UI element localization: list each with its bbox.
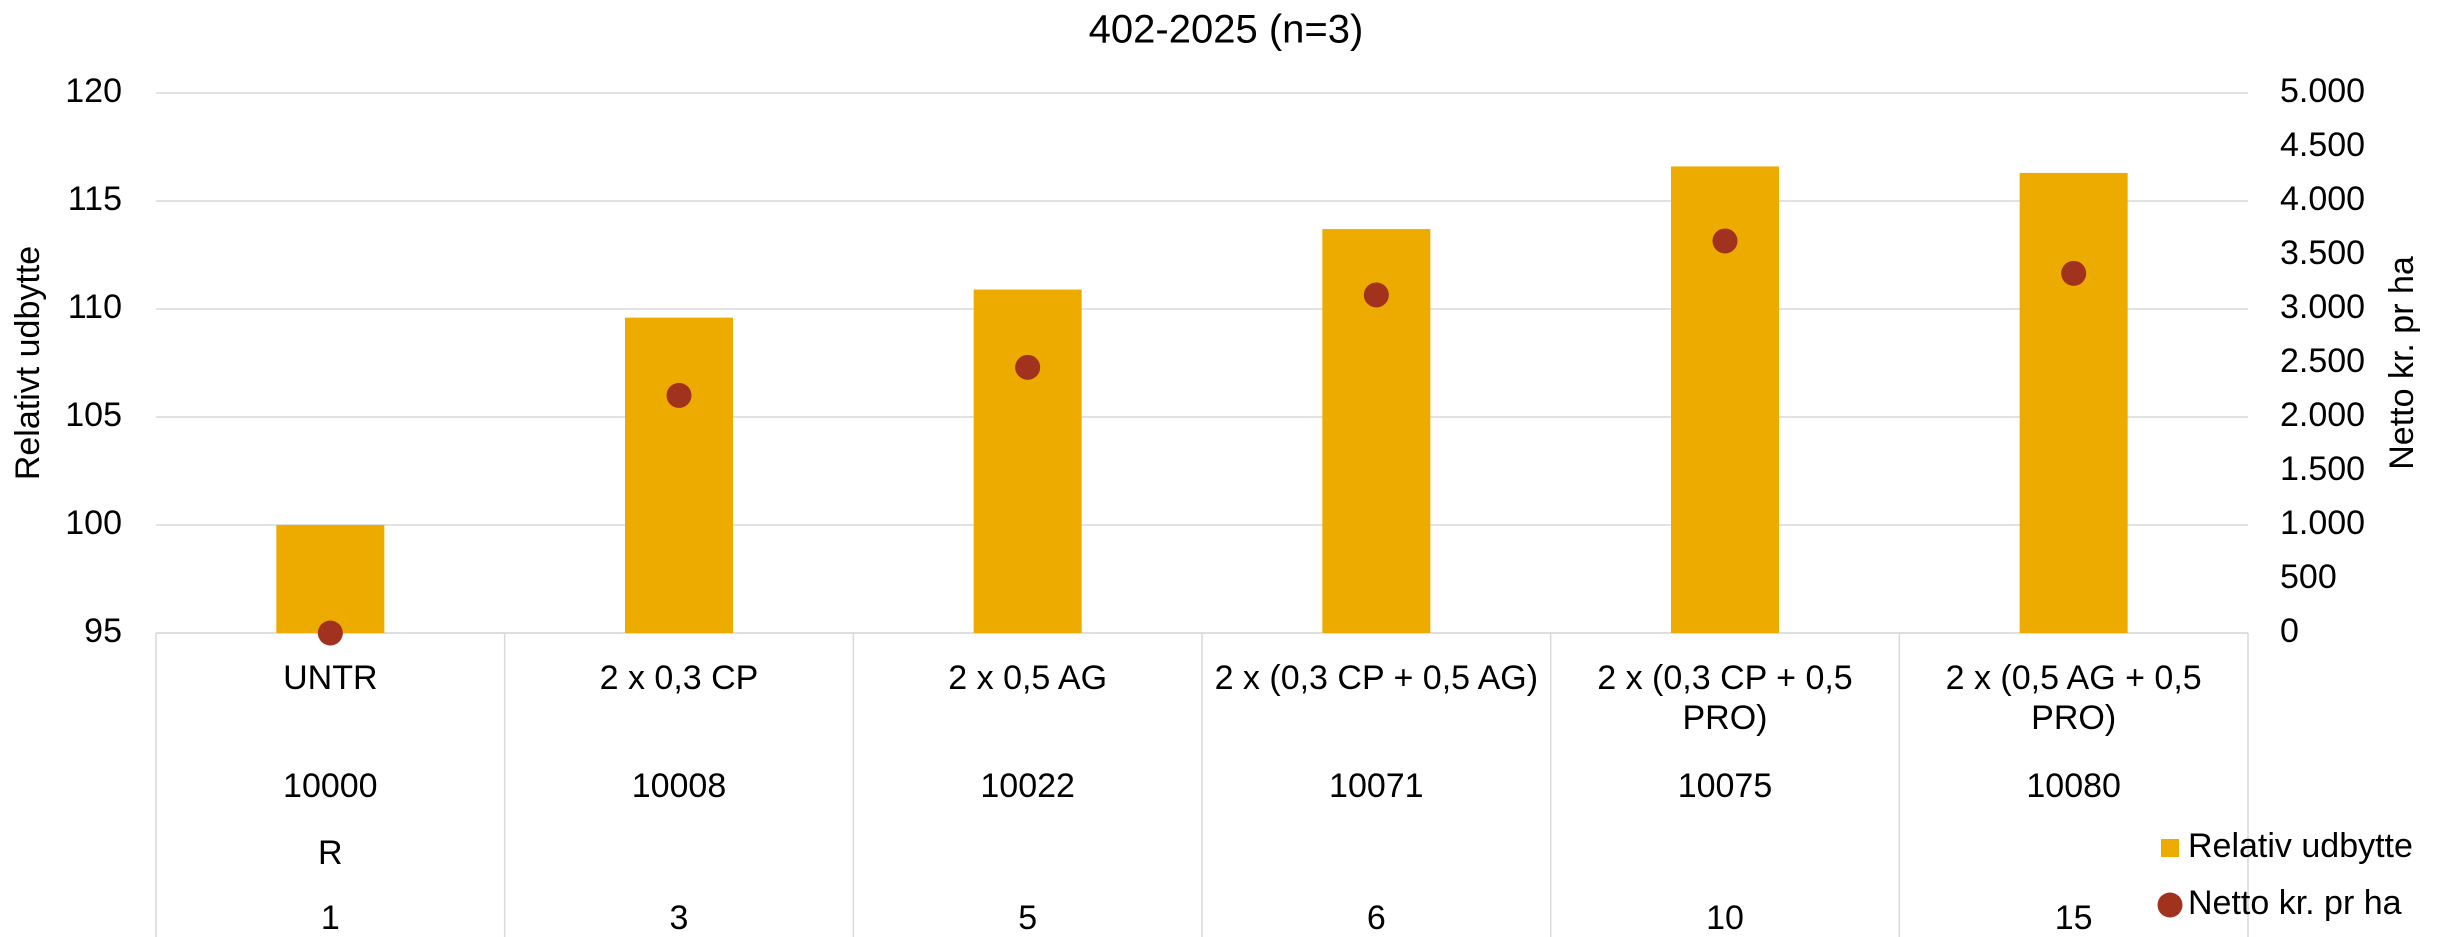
point <box>666 382 692 408</box>
category-number: 6 <box>1366 899 1386 937</box>
bar <box>625 317 733 633</box>
y-tick-label: 115 <box>68 180 122 218</box>
y2-tick-label: 3.500 <box>2280 234 2365 272</box>
y2-tick-label: 1.500 <box>2280 450 2365 488</box>
category-number: 10 <box>1706 899 1744 937</box>
category-label: 2 x 0,5 AG <box>948 659 1108 697</box>
y2-tick-label: 3.000 <box>2280 288 2365 326</box>
category-number: 15 <box>2054 899 2093 937</box>
y-axis-label: Relativt udbytte <box>9 246 47 480</box>
legend-swatch <box>2157 892 2183 918</box>
category-code: 10022 <box>980 767 1075 805</box>
bar <box>2019 172 2128 634</box>
category-note: R <box>318 834 343 872</box>
y-tick-label: 100 <box>65 504 122 542</box>
category-code: 10080 <box>2026 767 2121 805</box>
y2-tick-label: 5.000 <box>2280 72 2365 110</box>
y-tick-label: 110 <box>68 288 122 326</box>
y2-tick-label: 500 <box>2280 558 2337 596</box>
category-label: 2 x (0,3 CP + 0,5 PRO) <box>1597 659 1853 737</box>
category-code: 10075 <box>1677 767 1773 805</box>
legend-label: Netto kr. pr ha <box>2188 884 2402 922</box>
category-label: 2 x 0,3 CP <box>599 659 759 697</box>
category-label: UNTR <box>283 659 378 697</box>
point <box>2061 260 2087 286</box>
category-label: 2 x (0,5 AG + 0,5 PRO) <box>1945 659 2202 737</box>
bar <box>973 289 1082 633</box>
category-number: 1 <box>320 899 340 937</box>
y-tick-label: 120 <box>65 72 122 110</box>
category-number: 5 <box>1018 899 1038 937</box>
y2-tick-label: 4.500 <box>2280 126 2365 164</box>
point <box>317 620 343 646</box>
category-number: 3 <box>669 899 689 937</box>
bar <box>276 525 385 633</box>
legend-label: Relativ udbytte <box>2188 827 2413 865</box>
point <box>1363 282 1389 308</box>
y2-tick-label: 2.000 <box>2280 396 2365 434</box>
point <box>1015 354 1041 380</box>
y2-axis-label: Netto kr. pr ha <box>2383 256 2421 470</box>
point <box>1712 228 1738 254</box>
category-code: 10071 <box>1329 767 1424 805</box>
chart-title: 402-2025 (n=3) <box>1089 8 1364 52</box>
y2-tick-label: 0 <box>2280 612 2299 650</box>
y2-tick-label: 1.000 <box>2280 504 2365 542</box>
category-code: 10000 <box>283 767 378 805</box>
legend-swatch <box>2161 839 2179 857</box>
y-tick-label: 95 <box>84 612 122 650</box>
category-label: 2 x (0,3 CP + 0,5 AG) <box>1214 659 1539 697</box>
y-tick-label: 105 <box>65 396 122 434</box>
y2-tick-label: 4.000 <box>2280 180 2365 218</box>
y2-tick-label: 2.500 <box>2280 342 2365 380</box>
category-code: 10008 <box>631 767 727 805</box>
